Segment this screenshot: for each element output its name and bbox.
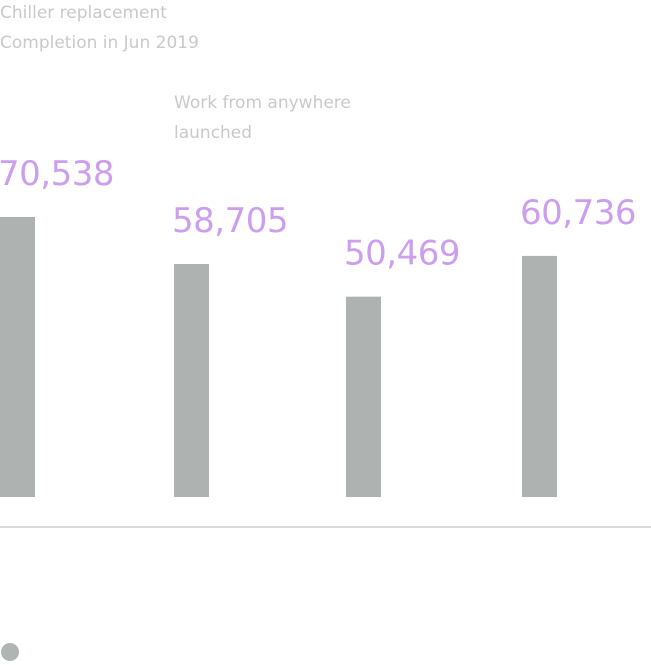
bar-value-label: 60,736 [520,193,636,233]
annotation-line: Work from anywhere [174,93,351,113]
bar-value-label: 70,538 [0,154,114,194]
annotation-work-from-anywhere: Work from anywhere launched [174,88,351,148]
annotation-chiller-replacement: Chiller replacement Completion in Jun 20… [0,0,199,58]
bar [0,217,35,497]
annotation-line: launched [174,123,253,143]
bar [522,255,557,497]
bar [346,296,381,497]
bar [174,263,209,497]
bar-value-label: 50,469 [344,234,460,274]
annotation-line: Completion in Jun 2019 [0,33,199,53]
bar-value-label: 58,705 [172,201,288,241]
annotation-line: Chiller replacement [0,3,167,23]
legend-marker [1,643,19,661]
